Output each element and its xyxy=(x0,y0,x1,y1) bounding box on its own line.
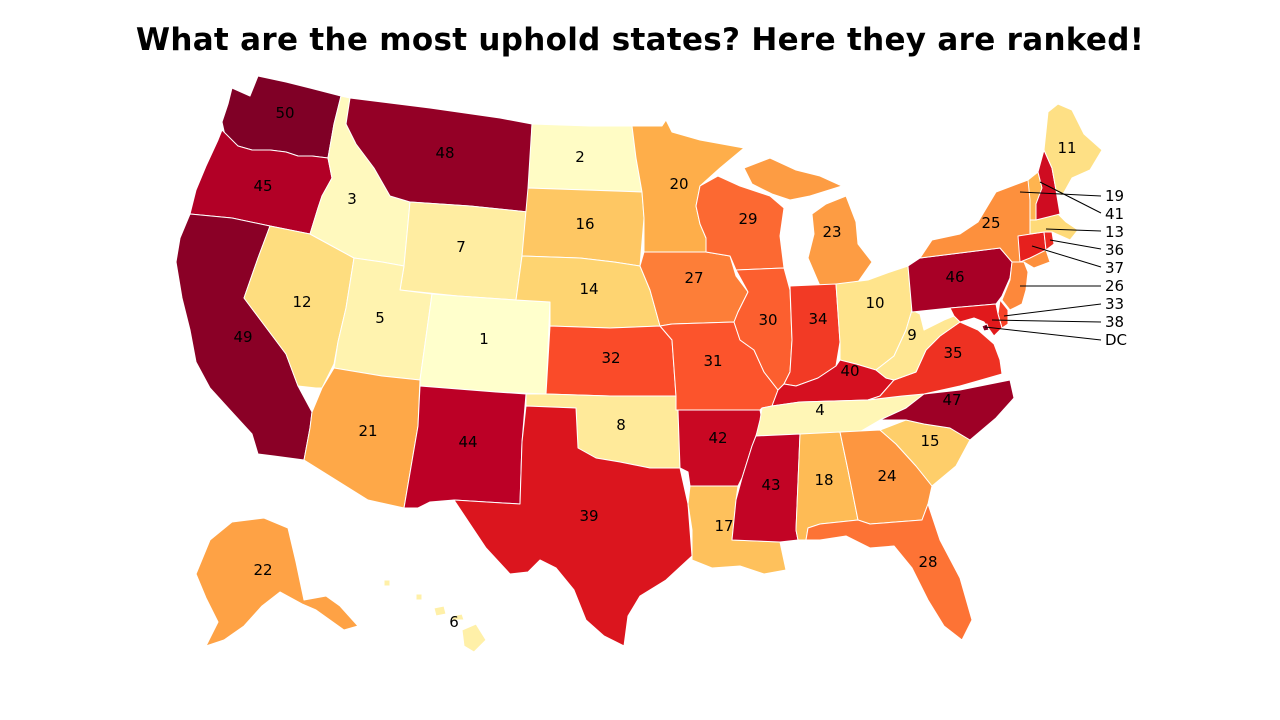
rank-label-fl: 28 xyxy=(918,553,937,571)
rank-label-sc: 15 xyxy=(920,432,939,450)
leader-line-ri xyxy=(1049,239,1102,250)
rank-label-mi: 23 xyxy=(822,223,841,241)
state-west-virginia[interactable] xyxy=(875,309,961,381)
state-north-carolina[interactable] xyxy=(879,379,1015,441)
rank-label-va: 35 xyxy=(943,344,962,362)
state-florida[interactable] xyxy=(805,503,973,641)
callout-label-nj: 26 xyxy=(1105,277,1124,295)
state-north-dakota[interactable] xyxy=(527,123,643,193)
rank-label-ak: 22 xyxy=(253,561,272,579)
northeast-callouts: 19 41 13 36 37 26 33 38 DC xyxy=(984,181,1127,349)
rank-labels-layer: 50 48 2 11 45 20 3 29 16 23 25 7 27 46 1… xyxy=(233,104,1076,631)
state-hawaii[interactable] xyxy=(383,579,487,653)
rank-label-ia: 27 xyxy=(684,269,703,287)
callout-label-ct: 37 xyxy=(1105,259,1124,277)
leader-line-vt xyxy=(1019,191,1102,197)
rank-label-me: 11 xyxy=(1057,139,1076,157)
callout-label-ma: 13 xyxy=(1105,223,1124,241)
leader-line-dc xyxy=(984,326,1102,341)
rank-label-ny: 25 xyxy=(981,214,1000,232)
callout-label-dc: DC xyxy=(1105,331,1127,349)
state-texas[interactable] xyxy=(453,405,693,647)
rank-label-ks: 32 xyxy=(601,349,620,367)
leader-line-nh xyxy=(1039,181,1102,214)
rank-label-ms: 43 xyxy=(761,476,780,494)
callout-label-ri: 36 xyxy=(1105,241,1124,259)
rank-label-nd: 2 xyxy=(575,148,585,166)
leader-line-de xyxy=(1003,303,1102,317)
rank-label-pa: 46 xyxy=(945,268,964,286)
callout-label-de: 33 xyxy=(1105,295,1124,313)
rank-label-tx: 39 xyxy=(579,507,598,525)
rank-label-il: 30 xyxy=(758,311,777,329)
map-title: What are the most uphold states? Here th… xyxy=(135,22,1145,58)
states-layer xyxy=(175,75,1103,653)
rank-label-ar: 42 xyxy=(708,429,727,447)
rank-label-wv: 9 xyxy=(907,326,917,344)
callout-label-md: 38 xyxy=(1105,313,1124,331)
rank-label-la: 17 xyxy=(714,517,733,535)
rank-label-id: 3 xyxy=(347,190,357,208)
rank-label-nm: 44 xyxy=(458,433,477,451)
callout-label-vt: 19 xyxy=(1105,187,1124,205)
rank-label-mn: 20 xyxy=(669,175,688,193)
rank-label-nv: 12 xyxy=(292,293,311,311)
rank-label-in: 34 xyxy=(808,310,827,328)
rank-label-wi: 29 xyxy=(738,210,757,228)
rank-label-co: 1 xyxy=(479,330,489,348)
leader-line-ct xyxy=(1031,245,1102,268)
state-new-jersey[interactable] xyxy=(1001,261,1029,311)
rank-label-mo: 31 xyxy=(703,352,722,370)
state-maine[interactable] xyxy=(1043,103,1103,197)
rank-label-al: 18 xyxy=(814,471,833,489)
rank-label-wa: 50 xyxy=(275,104,294,122)
state-michigan[interactable] xyxy=(743,157,873,287)
rank-label-tn: 4 xyxy=(815,401,825,419)
state-rhode-island[interactable] xyxy=(1043,231,1055,251)
rank-label-nc: 47 xyxy=(942,391,961,409)
callout-label-nh: 41 xyxy=(1105,205,1124,223)
rank-label-ga: 24 xyxy=(877,467,896,485)
rank-label-ca: 49 xyxy=(233,328,252,346)
rank-label-sd: 16 xyxy=(575,215,594,233)
state-arizona[interactable] xyxy=(303,367,421,509)
rank-label-or: 45 xyxy=(253,177,272,195)
state-massachusetts[interactable] xyxy=(1029,213,1079,241)
rank-label-az: 21 xyxy=(358,422,377,440)
rank-label-mt: 48 xyxy=(435,144,454,162)
rank-label-ok: 8 xyxy=(616,416,626,434)
leader-line-ma xyxy=(1045,228,1102,232)
leader-line-md xyxy=(991,319,1102,323)
rank-label-hi: 6 xyxy=(449,613,459,631)
rank-label-ky: 40 xyxy=(840,362,859,380)
rank-label-oh: 10 xyxy=(865,294,884,312)
rank-label-wy: 7 xyxy=(456,238,466,256)
rank-label-ut: 5 xyxy=(375,309,385,327)
state-alaska[interactable] xyxy=(195,517,359,647)
rank-label-ne: 14 xyxy=(579,280,598,298)
